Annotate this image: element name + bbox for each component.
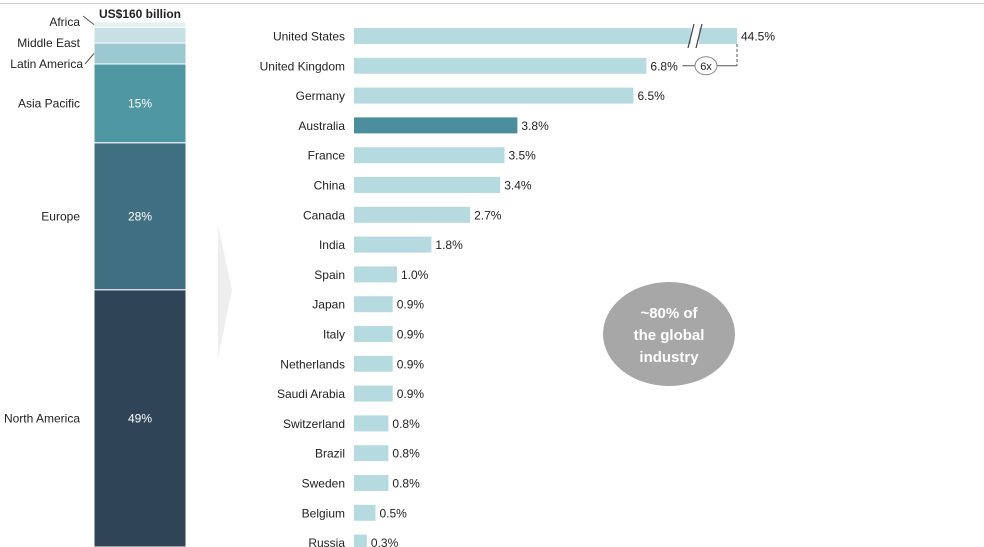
value-label-united-kingdom: 6.8% bbox=[650, 59, 678, 73]
category-label-brazil: Brazil bbox=[315, 447, 345, 461]
value-label-brazil: 0.8% bbox=[392, 447, 420, 461]
stack-segment-latin-america bbox=[93, 42, 187, 65]
country-bar-chart: United States 44.5% United Kingdom 6.8% Germ… bbox=[260, 23, 775, 547]
bar-sweden bbox=[354, 475, 389, 491]
category-label-sweden: Sweden bbox=[302, 477, 345, 491]
stack-value-north-america: 49% bbox=[128, 411, 152, 425]
value-label-spain: 1.0% bbox=[401, 268, 429, 282]
callout-line-2: the global bbox=[634, 327, 705, 344]
leader-line-africa bbox=[82, 15, 95, 26]
category-label-united-kingdom: United Kingdom bbox=[260, 59, 345, 73]
category-label-russia: Russia bbox=[308, 536, 345, 547]
stack-segment-north-america bbox=[93, 289, 187, 547]
callout-line-1: ~80% of bbox=[640, 305, 698, 322]
callout-ellipse bbox=[603, 282, 735, 386]
value-label-switzerland: 0.8% bbox=[392, 417, 420, 431]
stack-segment-europe bbox=[93, 142, 187, 291]
stack-label-north-america: North America bbox=[4, 411, 80, 425]
regional-stacked-column: 49% North America 28% Europe 15% Asia Pacific… bbox=[4, 7, 187, 547]
category-label-canada: Canada bbox=[303, 208, 345, 222]
bar-italy bbox=[354, 326, 393, 342]
stack-label-asia-pacific: Asia Pacific bbox=[18, 96, 80, 110]
axis-break-mark-left bbox=[687, 23, 695, 49]
value-label-netherlands: 0.9% bbox=[397, 357, 425, 371]
category-label-united-states: United States bbox=[273, 30, 345, 44]
category-label-saudi-arabia: Saudi Arabia bbox=[277, 387, 345, 401]
value-label-germany: 6.5% bbox=[638, 89, 666, 103]
category-label-netherlands: Netherlands bbox=[280, 357, 345, 371]
bar-japan bbox=[354, 296, 393, 313]
bar-united-kingdom bbox=[354, 57, 647, 74]
global-share-callout: ~80% of the global industry bbox=[603, 282, 735, 386]
category-label-italy: Italy bbox=[323, 328, 345, 342]
bar-france bbox=[354, 147, 505, 164]
category-label-japan: Japan bbox=[312, 298, 345, 312]
bar-united-states bbox=[354, 28, 737, 44]
stack-segment-africa bbox=[93, 21, 187, 28]
value-label-canada: 2.7% bbox=[474, 208, 502, 222]
value-label-sweden: 0.8% bbox=[392, 477, 420, 491]
category-label-germany: Germany bbox=[296, 89, 345, 103]
bar-netherlands bbox=[354, 355, 393, 372]
value-label-india: 1.8% bbox=[435, 238, 463, 252]
value-label-italy: 0.9% bbox=[397, 328, 425, 342]
bar-brazil bbox=[354, 445, 389, 462]
category-label-france: France bbox=[308, 149, 346, 163]
value-label-belgium: 0.5% bbox=[380, 506, 408, 520]
bar-canada bbox=[354, 206, 471, 223]
bar-switzerland bbox=[354, 415, 389, 432]
top-border bbox=[0, 3, 984, 4]
transition-arrow bbox=[218, 225, 232, 358]
axis-break-gap bbox=[691, 26, 699, 46]
stack-label-africa: Africa bbox=[49, 15, 80, 29]
bar-russia bbox=[354, 534, 367, 547]
value-label-russia: 0.3% bbox=[371, 536, 399, 547]
value-label-china: 3.4% bbox=[504, 179, 532, 193]
category-label-china: China bbox=[314, 179, 346, 193]
stack-value-europe: 28% bbox=[128, 209, 152, 223]
bar-china bbox=[354, 177, 501, 193]
category-label-australia: Australia bbox=[298, 119, 345, 133]
multiplier-badge bbox=[694, 56, 718, 76]
stack-label-middle-east: Middle East bbox=[17, 36, 80, 50]
category-label-spain: Spain bbox=[314, 268, 345, 282]
value-label-saudi-arabia: 0.9% bbox=[397, 387, 425, 401]
leader-line-latin-america bbox=[84, 53, 95, 65]
bar-germany bbox=[354, 87, 634, 104]
value-label-australia: 3.8% bbox=[521, 119, 549, 133]
stack-title: US$160 billion bbox=[99, 7, 181, 21]
category-label-switzerland: Switzerland bbox=[283, 417, 345, 431]
bar-saudi-arabia bbox=[354, 385, 393, 402]
callout-line-3: industry bbox=[639, 349, 699, 366]
bar-belgium bbox=[354, 504, 376, 521]
stack-label-latin-america: Latin America bbox=[10, 57, 83, 71]
axis-break-mark-right bbox=[695, 23, 703, 49]
stack-segment-middle-east bbox=[93, 26, 187, 44]
category-label-belgium: Belgium bbox=[302, 506, 345, 520]
stack-value-asia-pacific: 15% bbox=[128, 96, 152, 110]
multiplier-label: 6x bbox=[700, 61, 712, 73]
bar-india bbox=[354, 236, 432, 253]
value-label-japan: 0.9% bbox=[397, 298, 425, 312]
value-label-france: 3.5% bbox=[509, 149, 537, 163]
value-label-united-states: 44.5% bbox=[741, 30, 775, 44]
bar-australia bbox=[354, 117, 518, 134]
stack-label-europe: Europe bbox=[41, 209, 80, 223]
category-label-india: India bbox=[319, 238, 345, 252]
bar-spain bbox=[354, 266, 397, 283]
